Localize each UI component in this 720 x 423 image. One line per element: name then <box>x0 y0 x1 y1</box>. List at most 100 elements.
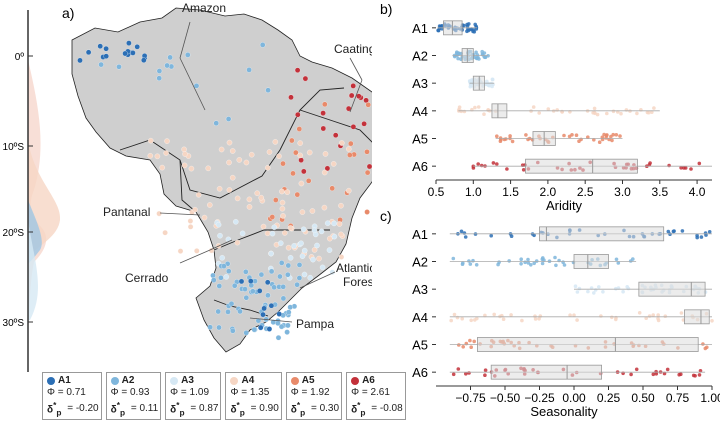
station-points <box>77 40 372 341</box>
station-point <box>98 61 104 68</box>
station-point <box>296 126 303 132</box>
x-tick-label: 2.0 <box>540 185 557 199</box>
data-point <box>665 367 670 372</box>
data-point <box>467 259 471 263</box>
data-point <box>533 317 538 321</box>
legend-delta-label: δ*p <box>230 400 245 418</box>
data-point <box>574 133 579 137</box>
station-point <box>248 151 255 158</box>
station-point <box>296 262 303 268</box>
data-point <box>455 315 460 320</box>
data-point <box>537 317 541 321</box>
data-point <box>560 109 564 114</box>
data-point <box>468 27 473 32</box>
data-point <box>465 22 469 27</box>
data-point <box>610 138 614 143</box>
data-point <box>689 167 693 171</box>
data-point <box>490 77 495 82</box>
legend-phi: Φ = 0.71 <box>47 387 86 398</box>
data-point <box>597 285 601 289</box>
station-point <box>309 208 316 214</box>
station-point <box>327 235 333 242</box>
data-point <box>529 263 533 267</box>
legend-delta-label: δ*p <box>170 400 185 418</box>
data-point <box>519 262 523 266</box>
data-point <box>440 24 444 28</box>
station-point <box>236 157 243 163</box>
data-point <box>656 318 661 323</box>
station-point <box>187 224 194 230</box>
data-point <box>626 286 631 291</box>
station-point <box>278 240 284 246</box>
station-point <box>251 326 258 333</box>
data-point <box>496 262 500 267</box>
x-tick-label: −0.50 <box>490 391 521 405</box>
x-tick-label: 0.5 <box>428 185 445 199</box>
data-point <box>553 255 557 260</box>
box <box>477 337 699 352</box>
station-point <box>297 152 303 159</box>
station-point <box>248 278 254 284</box>
station-point <box>213 120 219 126</box>
legend-item-a3: A3 Φ = 1.09 δ*p = 0.87 <box>165 372 222 420</box>
data-point <box>451 372 456 377</box>
station-point <box>347 152 353 158</box>
station-point <box>285 244 292 251</box>
data-point <box>644 316 648 321</box>
station-point <box>329 185 335 192</box>
data-point <box>482 112 486 116</box>
data-point <box>472 339 476 344</box>
station-point <box>298 157 304 163</box>
data-point <box>473 22 477 27</box>
station-point <box>229 148 236 154</box>
map-panel: 0º 10ºS 20ºS 30ºS a) Amazon Caatinga Pantan… <box>3 1 372 372</box>
legend-phi: Φ = 1.35 <box>230 387 270 398</box>
station-point <box>361 121 367 127</box>
data-point <box>468 338 472 343</box>
station-point <box>278 323 285 330</box>
station-point <box>268 302 275 309</box>
station-point <box>260 311 266 318</box>
legend-marker <box>47 377 55 385</box>
station-point <box>301 168 307 175</box>
legend-delta: = -0.08 <box>371 402 403 414</box>
y-tick-label: A3 <box>412 282 428 297</box>
station-point <box>221 263 227 269</box>
station-point <box>301 247 308 254</box>
station-point <box>294 67 301 73</box>
data-point <box>662 371 667 376</box>
legend-item-a6: A6 Φ = 2.61 δ*p = -0.08 <box>346 372 406 420</box>
station-point <box>226 139 233 146</box>
data-point <box>469 78 474 82</box>
x-tick-label: −0.25 <box>524 391 555 405</box>
station-point <box>279 188 285 195</box>
data-point <box>537 111 541 115</box>
station-point <box>273 197 279 203</box>
station-point <box>268 268 275 275</box>
station-point <box>285 271 291 278</box>
station-point <box>229 174 236 181</box>
data-point <box>647 314 652 318</box>
data-point <box>461 345 465 349</box>
legend-delta: = 0.11 <box>130 402 159 414</box>
data-point <box>462 231 467 235</box>
biome-label-pampa: Pampa <box>296 317 334 331</box>
station-point <box>324 165 331 172</box>
station-point <box>103 53 109 59</box>
lat-tick-label: 0º <box>15 52 25 63</box>
station-point <box>300 226 307 233</box>
data-point <box>616 261 621 265</box>
station-point <box>192 206 198 213</box>
legend-marker <box>170 377 179 385</box>
data-point <box>597 140 602 144</box>
station-point <box>338 202 344 209</box>
biome-label-amazon: Amazon <box>182 1 226 15</box>
station-point <box>234 239 241 246</box>
station-point <box>216 283 223 289</box>
data-point <box>490 84 494 89</box>
data-point <box>648 161 652 165</box>
station-point <box>332 132 339 138</box>
legend-phi: Φ = 2.61 <box>351 387 390 398</box>
station-point <box>336 221 343 227</box>
station-point <box>258 271 265 278</box>
